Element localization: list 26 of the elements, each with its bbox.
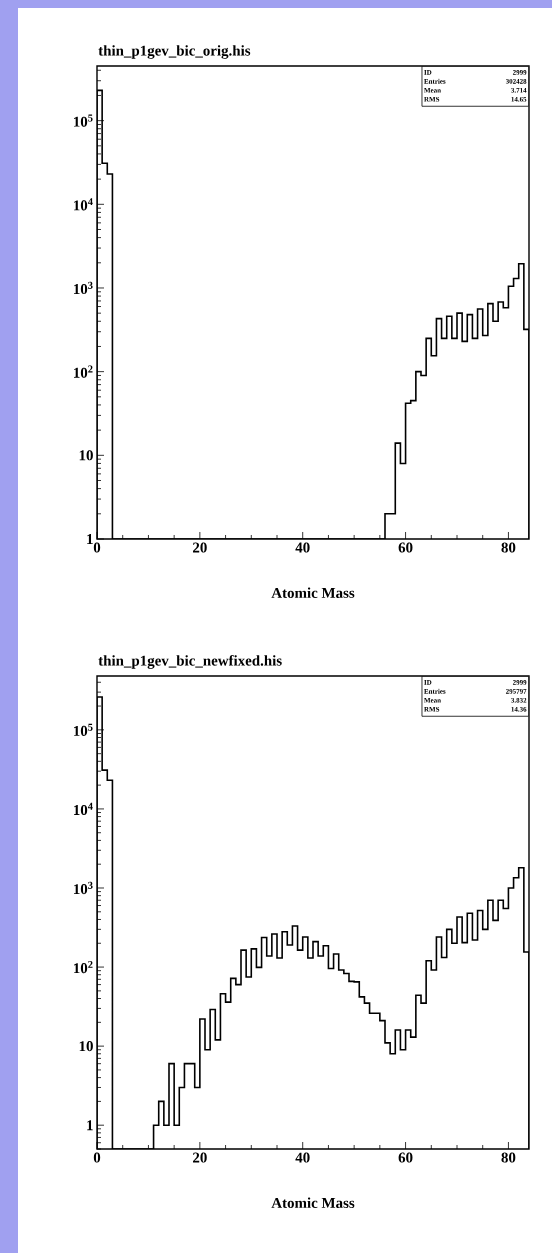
chart-title: thin_p1gev_bic_newfixed.his [98,655,282,669]
x-tick-label: 80 [501,542,516,553]
x-tick-label: 80 [501,1152,516,1163]
y-tick-label: 10$^{2}$ [74,960,93,974]
y-tick-label: 10$^{5}$ [74,114,93,127]
y-tick-label: 1 [87,1120,93,1131]
x-tick-label: 40 [295,542,310,553]
chart-title: thin_p1gev_bic_orig.his [98,45,251,59]
x-tick-label: 0 [93,542,101,553]
y-tick-label: 10$^{4}$ [74,198,93,211]
x-tick-label: 40 [295,1152,310,1163]
y-tick-label: 10$^{3}$ [74,281,93,295]
x-axis-title: Atomic Mass [271,587,355,598]
x-tick-label: 60 [398,1152,413,1163]
y-tick-label: 10$^{4}$ [74,802,93,816]
y-tick-label: 1 [87,534,93,544]
x-axis-title: Atomic Mass [271,1197,355,1208]
y-tick-label: 10 [79,1041,93,1052]
x-tick-label: 20 [193,542,207,553]
x-tick-label: 0 [93,1152,101,1163]
x-tick-label: 20 [193,1152,207,1163]
y-tick-label: 10$^{3}$ [74,881,93,895]
y-tick-label: 10$^{2}$ [74,365,93,378]
x-tick-label: 60 [398,542,413,553]
y-tick-label: 10 [79,450,93,461]
y-tick-label: 10$^{5}$ [74,723,93,736]
